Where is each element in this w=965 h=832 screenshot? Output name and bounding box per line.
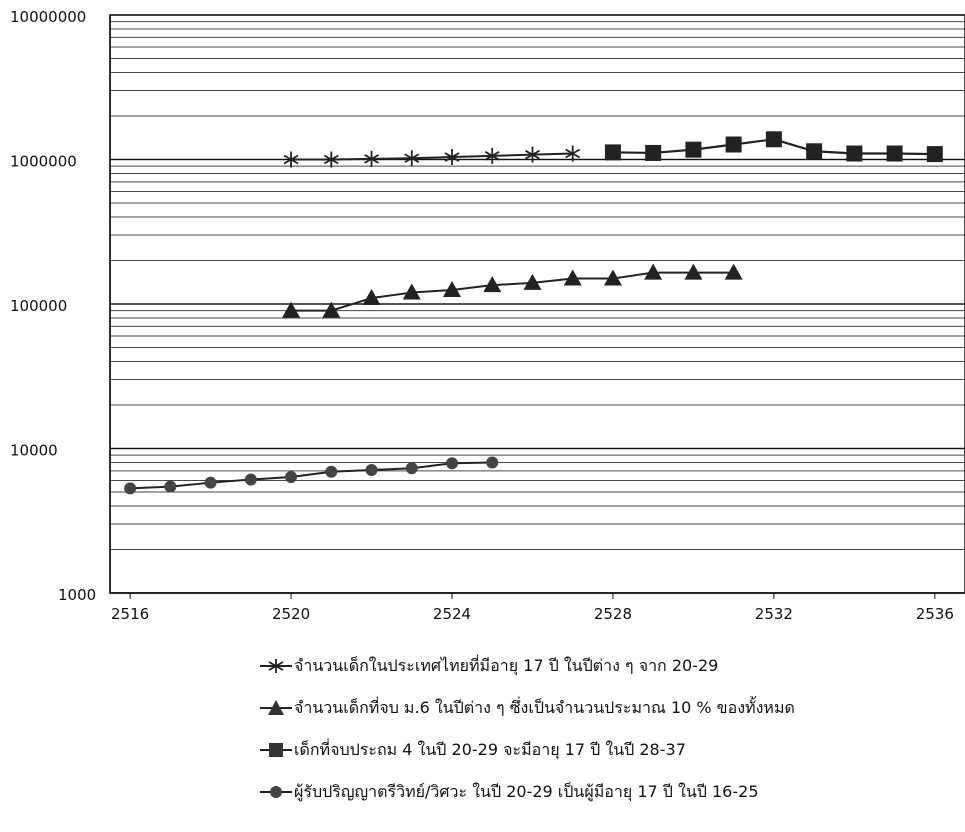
y-tick-label: 1000000	[10, 153, 77, 171]
tick-labels: 1000 10000 100000 1000000 10000000 2516 2520 25…	[10, 8, 954, 623]
square-point	[846, 145, 863, 162]
legend: จำนวนเด็กในประเทศไทยที่มีอายุ 17 ปี ในปี…	[260, 654, 910, 832]
triangle-point	[282, 301, 301, 318]
triangle-point	[563, 269, 582, 286]
series-line-star	[291, 152, 573, 161]
legend-star-marker	[260, 659, 292, 673]
circle-point	[486, 456, 499, 469]
legend-label-star: จำนวนเด็กในประเทศไทยที่มีอายุ 17 ปี ในปี…	[294, 655, 719, 675]
legend-square-marker	[260, 743, 292, 757]
circle-point	[325, 465, 338, 478]
legend-triangle-marker	[260, 700, 292, 715]
square-point	[926, 146, 943, 163]
star-point	[525, 146, 540, 163]
series-line-circle	[130, 461, 493, 490]
legend-item-triangle: จำนวนเด็กที่จบ ม.6 ในปีต่าง ๆ ซึ่งเป็นจำ…	[260, 696, 795, 720]
circle-point	[164, 480, 177, 493]
triangle-point	[523, 273, 542, 290]
x-tick-label: 2520	[272, 605, 310, 623]
triangle-point	[402, 283, 421, 300]
star-point	[323, 151, 339, 168]
y-tick-label: 100000	[10, 297, 67, 315]
chart-axes	[109, 15, 965, 599]
legend-label-circle: ผู้รับปริญญาตรีวิทย์/วิศวะ ในปี 20-29 เป…	[294, 781, 759, 801]
x-tick-label: 2532	[755, 605, 793, 623]
triangle-point	[443, 280, 461, 297]
star-point	[283, 151, 299, 168]
x-tick-label: 2516	[111, 605, 149, 623]
legend-circle-marker	[260, 786, 292, 798]
legend-item-square: เด็กที่จบประถม 4 ในปี 20-29 จะมีอายุ 17 …	[260, 738, 686, 762]
triangle-point	[322, 301, 341, 318]
circle-point	[285, 470, 298, 483]
star-point	[444, 149, 460, 166]
circle-point	[204, 476, 217, 489]
x-tick-label: 2536	[916, 605, 954, 623]
square-point	[645, 144, 662, 161]
triangle-point	[724, 263, 743, 280]
square-point	[685, 141, 702, 158]
legend-label-square: เด็กที่จบประถม 4 ในปี 20-29 จะมีอายุ 17 …	[294, 739, 686, 759]
square-point	[765, 131, 782, 148]
star-point	[565, 145, 581, 162]
x-tick-label: 2528	[594, 605, 632, 623]
circle-point	[124, 482, 137, 495]
x-tick-label: 2524	[433, 605, 471, 623]
circle-point	[365, 463, 378, 476]
square-point	[725, 136, 742, 153]
triangle-point	[483, 276, 502, 293]
legend-label-triangle: จำนวนเด็กที่จบ ม.6 ในปีต่าง ๆ ซึ่งเป็นจำ…	[294, 697, 795, 717]
circle-point	[244, 473, 257, 486]
circle-point	[446, 457, 458, 470]
triangle-point	[362, 289, 381, 306]
star-point	[364, 150, 379, 167]
series-line-triangle	[291, 271, 734, 312]
y-tick-label: 10000	[10, 442, 58, 460]
triangle-point	[644, 263, 663, 280]
legend-item-star: จำนวนเด็กในประเทศไทยที่มีอายุ 17 ปี ในปี…	[260, 654, 718, 678]
circle-point	[405, 462, 418, 475]
star-point	[484, 147, 500, 164]
triangle-point	[603, 269, 622, 286]
legend-item-circle: ผู้รับปริญญาตรีวิทย์/วิศวะ ในปี 20-29 เป…	[260, 780, 759, 804]
star-point	[404, 150, 420, 167]
triangle-point	[684, 263, 703, 280]
square-point	[806, 143, 823, 160]
y-tick-label: 1000	[58, 586, 96, 604]
square-point	[886, 145, 903, 162]
square-point	[604, 144, 621, 161]
log-grid	[110, 14, 965, 594]
series-points	[124, 131, 943, 495]
y-tick-label: 10000000	[10, 8, 86, 26]
